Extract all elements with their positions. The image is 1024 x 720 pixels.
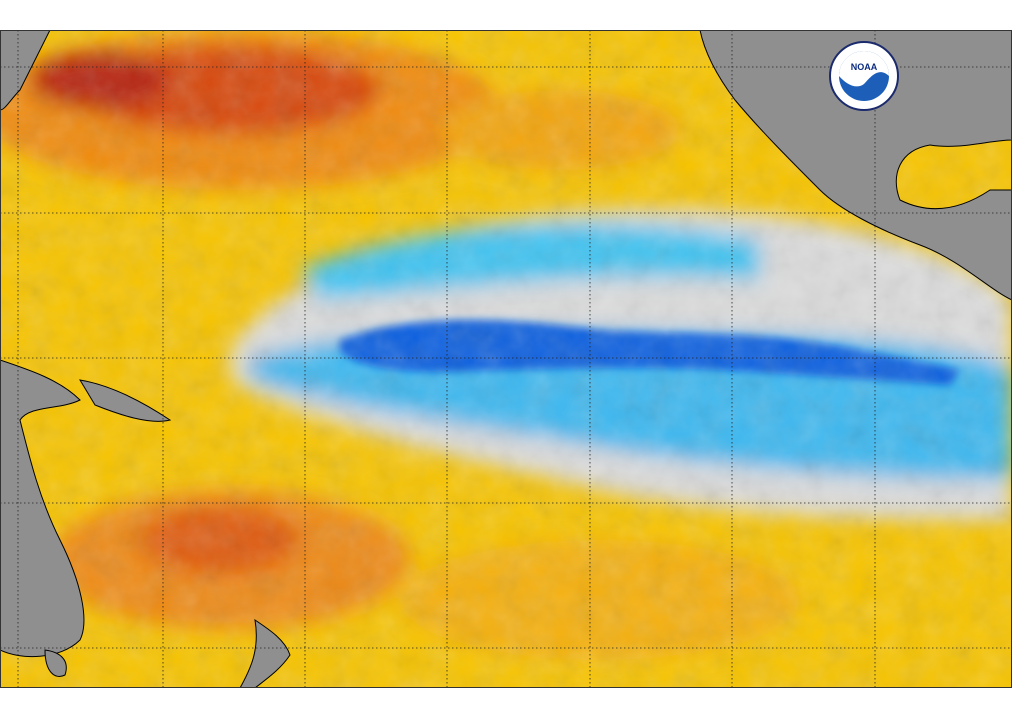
australia: [0, 359, 85, 658]
new-zealand: [239, 618, 291, 688]
graticule: [0, 30, 1012, 688]
map-frame: [0, 30, 1012, 688]
land: [0, 30, 1012, 688]
new-guinea: [79, 379, 172, 422]
asia: [0, 30, 51, 111]
north-america: [699, 30, 1012, 301]
logo-gull: [839, 51, 889, 87]
logo-text: NOAA: [851, 62, 878, 72]
tasmania: [44, 649, 67, 677]
map-area: [0, 30, 1012, 688]
noaa-logo: NOAA: [829, 41, 899, 111]
